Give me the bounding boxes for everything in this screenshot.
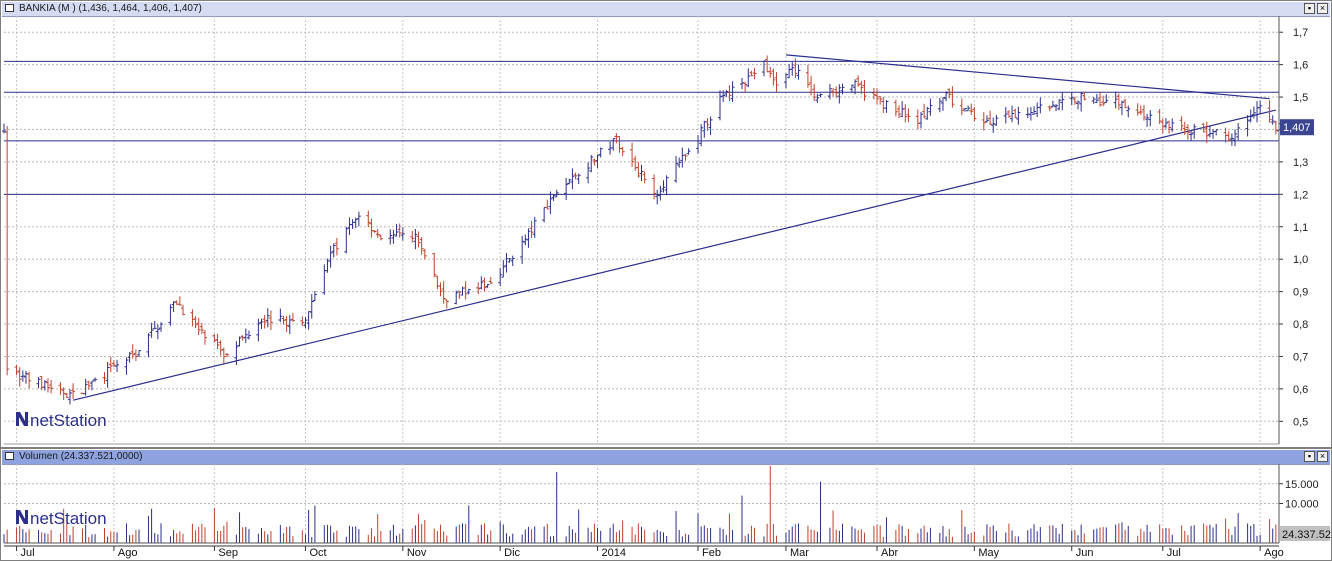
price-panel-title: BANKIA (M ) (1,436, 1,464, 1,406, 1,407) xyxy=(19,3,202,14)
price-y-tick-label: 0,9 xyxy=(1293,287,1308,299)
price-y-tick-label: 1,3 xyxy=(1293,157,1308,169)
trendline xyxy=(72,109,1277,401)
price-y-tick-label: 1,2 xyxy=(1293,189,1308,201)
last-price-badge-label: 1,407 xyxy=(1283,122,1311,134)
month-tick-label: May xyxy=(978,547,999,559)
close-button[interactable]: × xyxy=(1317,451,1328,462)
volume-y-tick-label: 10.000 xyxy=(1285,499,1319,511)
volume-panel: Volumen (24.337.521,0000) ▪ × xyxy=(0,448,1332,561)
month-tick-label: Feb xyxy=(702,547,721,559)
month-tick-label: Jul xyxy=(1167,547,1181,559)
minimize-button[interactable]: ▪ xyxy=(1304,451,1315,462)
price-y-tick-label: 1,5 xyxy=(1293,92,1308,104)
price-y-tick-label: 1,1 xyxy=(1293,222,1308,234)
price-y-tick-label: 0,5 xyxy=(1293,416,1308,428)
month-tick-label: Dic xyxy=(504,547,520,559)
last-price-badge xyxy=(1280,119,1314,136)
volume-y-tick-label: 15.000 xyxy=(1285,479,1319,491)
last-volume-badge xyxy=(1280,526,1330,541)
month-tick-label: Ago xyxy=(1264,547,1284,559)
price-y-tick-label: 0,8 xyxy=(1293,319,1308,331)
window-icon xyxy=(5,4,14,12)
month-tick-label: Nov xyxy=(407,547,427,559)
price-y-tick-label: 0,6 xyxy=(1293,384,1308,396)
month-tick-label: Ago xyxy=(118,547,138,559)
last-volume-badge-label: 24.337.52 xyxy=(1282,529,1331,541)
minimize-button[interactable]: ▪ xyxy=(1304,3,1315,14)
month-tick-label: Oct xyxy=(309,547,326,559)
trendline xyxy=(785,54,1270,100)
netstation-logo-volume: netStation xyxy=(16,509,107,528)
price-y-tick-label: 1,0 xyxy=(1293,254,1308,266)
netstation-logo: netStation xyxy=(16,411,107,430)
month-tick-label: Abr xyxy=(881,547,898,559)
month-tick-label: Jul xyxy=(21,547,35,559)
price-y-tick-label: 0,7 xyxy=(1293,351,1308,363)
month-tick-label: Sep xyxy=(218,547,238,559)
price-y-tick-label: 1,7 xyxy=(1293,27,1308,39)
price-panel-title-bar: BANKIA (M ) (1,436, 1,464, 1,406, 1,407)… xyxy=(2,2,1330,17)
month-tick-label: 2014 xyxy=(602,547,626,559)
window-icon xyxy=(5,452,14,460)
month-tick-label: Mar xyxy=(790,547,809,559)
volume-panel-title-bar: Volumen (24.337.521,0000) ▪ × xyxy=(2,450,1330,465)
price-y-tick-label: 1,6 xyxy=(1293,60,1308,72)
netstation-logo-text: netStation xyxy=(30,509,107,528)
netstation-logo-text: netStation xyxy=(30,411,107,430)
close-button[interactable]: × xyxy=(1317,3,1328,14)
netstation-logo-mark xyxy=(16,412,28,426)
volume-panel-title: Volumen (24.337.521,0000) xyxy=(19,451,143,462)
month-tick-label: Jun xyxy=(1076,547,1094,559)
price-panel: BANKIA (M ) (1,436, 1,464, 1,406, 1,407)… xyxy=(0,0,1332,448)
netstation-logo-mark xyxy=(16,510,28,524)
